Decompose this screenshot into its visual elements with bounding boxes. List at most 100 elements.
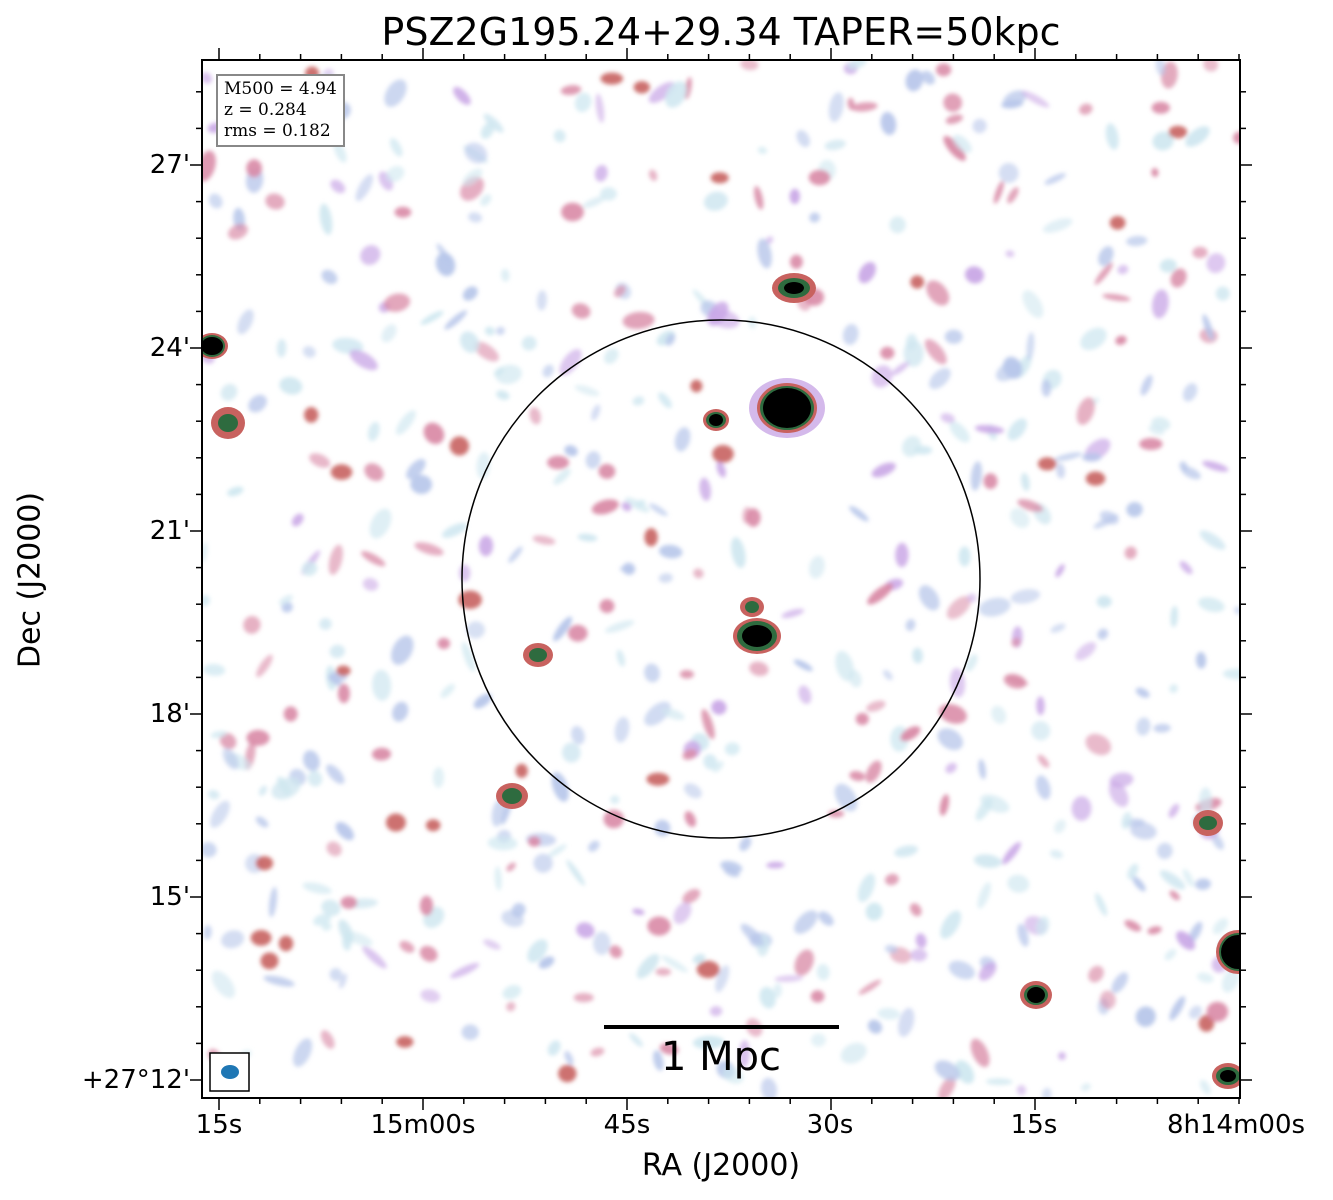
redshift-label: z = 0.284: [224, 100, 307, 120]
noise-blob: [905, 618, 916, 632]
noise-blob: [964, 266, 985, 284]
noise-blob: [483, 113, 504, 133]
noise-blob: [496, 390, 510, 400]
noise-spot: [647, 916, 671, 936]
noise-blob: [256, 654, 273, 678]
noise-blob: [480, 122, 495, 139]
noise-blob: [1135, 687, 1150, 698]
noise-blob: [604, 620, 635, 633]
noise-spot: [561, 202, 584, 222]
noise-blob: [774, 975, 804, 982]
noise-blob: [258, 785, 268, 796]
noise-blob: [1036, 916, 1050, 936]
noise-blob: [973, 854, 1002, 868]
noise-blob: [1020, 472, 1030, 491]
noise-blob: [632, 908, 645, 915]
noise-blob: [722, 1066, 744, 1084]
noise-blob: [849, 505, 869, 522]
noise-blob: [321, 899, 341, 916]
noise-spot: [458, 590, 482, 609]
noise-blob: [468, 212, 483, 223]
noise-blob: [494, 866, 502, 891]
noise-blob: [219, 733, 237, 750]
noise-blob: [818, 911, 834, 926]
noise-blob: [609, 945, 623, 959]
noise-blob: [1037, 754, 1050, 768]
noise-blob: [1170, 268, 1187, 288]
noise-blob: [1036, 696, 1045, 716]
noise-blob: [1155, 60, 1166, 76]
x-tick-label: 15s: [195, 1110, 243, 1140]
noise-blob: [857, 873, 876, 903]
noise-blob: [450, 962, 480, 979]
noise-spot: [646, 772, 670, 786]
noise-blob: [1100, 990, 1116, 1010]
noise-blob: [648, 81, 676, 104]
noise-blob: [781, 608, 805, 619]
noise-spot: [1085, 471, 1106, 486]
noise-blob: [243, 615, 261, 634]
x-tick-label: 45s: [603, 1110, 651, 1140]
noise-blob: [536, 290, 547, 311]
noise-blob: [835, 650, 854, 682]
noise-layer: [202, 60, 1240, 1098]
noise-blob: [827, 810, 845, 818]
noise-spot: [336, 665, 351, 677]
noise-blob: [692, 953, 706, 964]
noise-blob: [459, 331, 480, 353]
noise-blob: [658, 544, 683, 559]
noise-blob: [796, 130, 810, 148]
noise-blob: [553, 468, 571, 485]
noise-blob: [301, 561, 318, 576]
noise-blob: [898, 1007, 915, 1037]
noise-blob: [372, 669, 392, 701]
noise-blob: [834, 783, 858, 812]
noise-blob: [865, 760, 882, 783]
noise-blob: [1148, 425, 1165, 436]
noise-blob: [809, 212, 820, 223]
noise-blob: [362, 577, 379, 591]
noise-blob: [949, 421, 970, 443]
noise-blob: [302, 346, 316, 358]
noise-blob: [255, 816, 269, 828]
noise-spot: [547, 455, 570, 470]
noise-blob: [766, 861, 785, 869]
noise-blob: [281, 602, 293, 613]
rms-label: rms = 0.182: [224, 121, 331, 141]
noise-blob: [972, 118, 987, 134]
noise-blob: [360, 245, 381, 266]
noise-blob: [610, 795, 620, 805]
noise-blob: [383, 293, 411, 312]
noise-blob: [1006, 675, 1029, 686]
noise-blob: [553, 129, 566, 143]
x-tick-label: 15s: [1010, 1110, 1058, 1140]
noise-blob: [724, 742, 740, 756]
noise-spot: [419, 895, 434, 916]
noise-blob: [993, 180, 1004, 204]
noise-blob: [1197, 972, 1214, 983]
noise-blob: [564, 445, 578, 457]
noise-blob: [313, 913, 332, 926]
noise-blob: [501, 910, 524, 928]
noise-blob: [1159, 258, 1177, 273]
noise-blob: [532, 535, 556, 545]
source-left-mid: [523, 643, 553, 667]
noise-blob: [629, 1033, 643, 1047]
noise-blob: [436, 243, 451, 264]
axis-ticks: [190, 48, 1252, 1110]
noise-blob: [1007, 187, 1019, 204]
noise-blob: [329, 968, 343, 982]
source-bottom-right: [1020, 981, 1052, 1009]
noise-blob: [1182, 383, 1198, 402]
noise-blob: [895, 542, 909, 568]
noise-blob: [720, 860, 743, 873]
noise-blob: [946, 596, 971, 620]
noise-blob: [1195, 878, 1211, 890]
noise-blob: [1199, 1079, 1211, 1095]
noise-blob: [1182, 868, 1195, 887]
mass-label: M500 = 4.94: [224, 79, 337, 99]
y-tick-label: 18': [149, 699, 190, 729]
noise-blob: [1035, 775, 1051, 800]
noise-blob: [945, 114, 963, 125]
noise-spot: [246, 729, 270, 746]
